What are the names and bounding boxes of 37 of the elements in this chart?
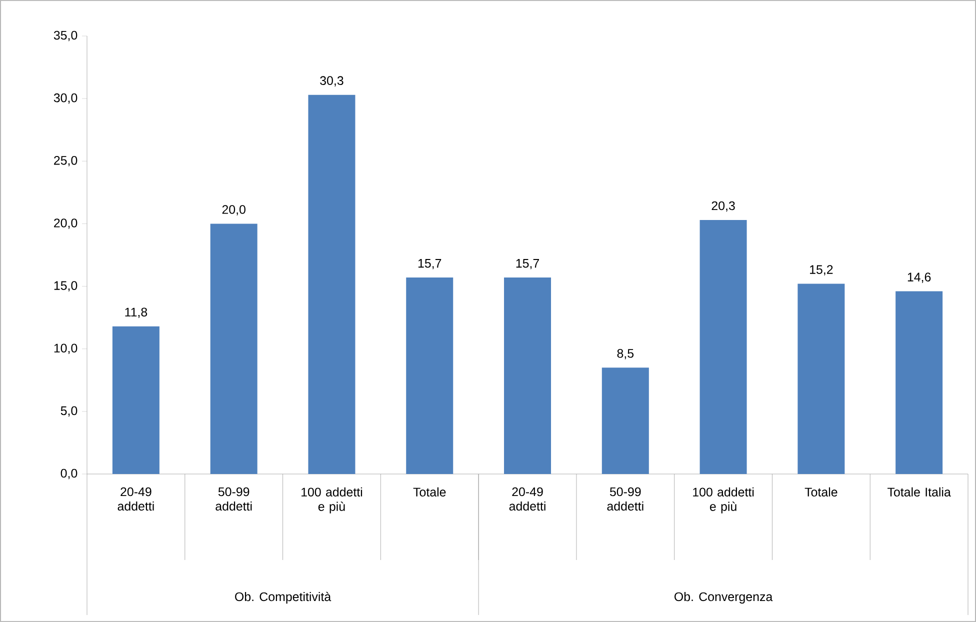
y-tick-label: 10,0: [54, 344, 78, 354]
y-tick-label: 25,0: [54, 156, 78, 166]
y-tick-label: 30,0: [54, 93, 78, 104]
bar: [504, 278, 552, 474]
x-tick-label: 100 addetti e più: [693, 487, 754, 514]
y-tick-label: 35,0: [54, 30, 78, 42]
y-tick-label: 15,0: [54, 281, 78, 292]
data-label: 15,7: [516, 259, 539, 270]
bar: [798, 284, 845, 474]
bar: [308, 94, 356, 474]
bar: [112, 326, 160, 474]
x-tick-label: 20-49 addetti: [118, 487, 154, 511]
text: Ob. Competitività: [235, 592, 332, 604]
data-label: 14,6: [908, 272, 931, 283]
bar: [210, 224, 258, 474]
y-tick-label: 0,0: [60, 468, 78, 480]
bar: [602, 368, 649, 474]
x-tick-label: Totale Italia: [888, 487, 951, 496]
data-label: 30,3: [320, 76, 344, 86]
x-tick-label: Totale: [804, 487, 838, 496]
bar: [896, 291, 943, 474]
text: Ob. Convergenza: [674, 592, 773, 604]
y-tick-label: 20,0: [54, 218, 78, 229]
data-label: 8,5: [617, 348, 634, 360]
data-label: 20,0: [222, 205, 246, 216]
x-tick-label: 100 addetti e più: [302, 487, 362, 514]
x-tick-label: 50-99 addetti: [216, 487, 252, 511]
data-label: 11,8: [125, 308, 148, 318]
data-label: 15,2: [810, 265, 833, 276]
x-tick-label: Totale: [413, 487, 446, 496]
y-tick-label: 5,0: [60, 406, 78, 417]
x-tick-label: 50-99 addetti: [607, 487, 644, 511]
data-label: 15,7: [418, 259, 442, 270]
bar: [700, 220, 747, 474]
data-label: 20,3: [712, 201, 735, 212]
bar: [406, 278, 454, 474]
x-tick-label: 20-49 addetti: [509, 487, 546, 511]
